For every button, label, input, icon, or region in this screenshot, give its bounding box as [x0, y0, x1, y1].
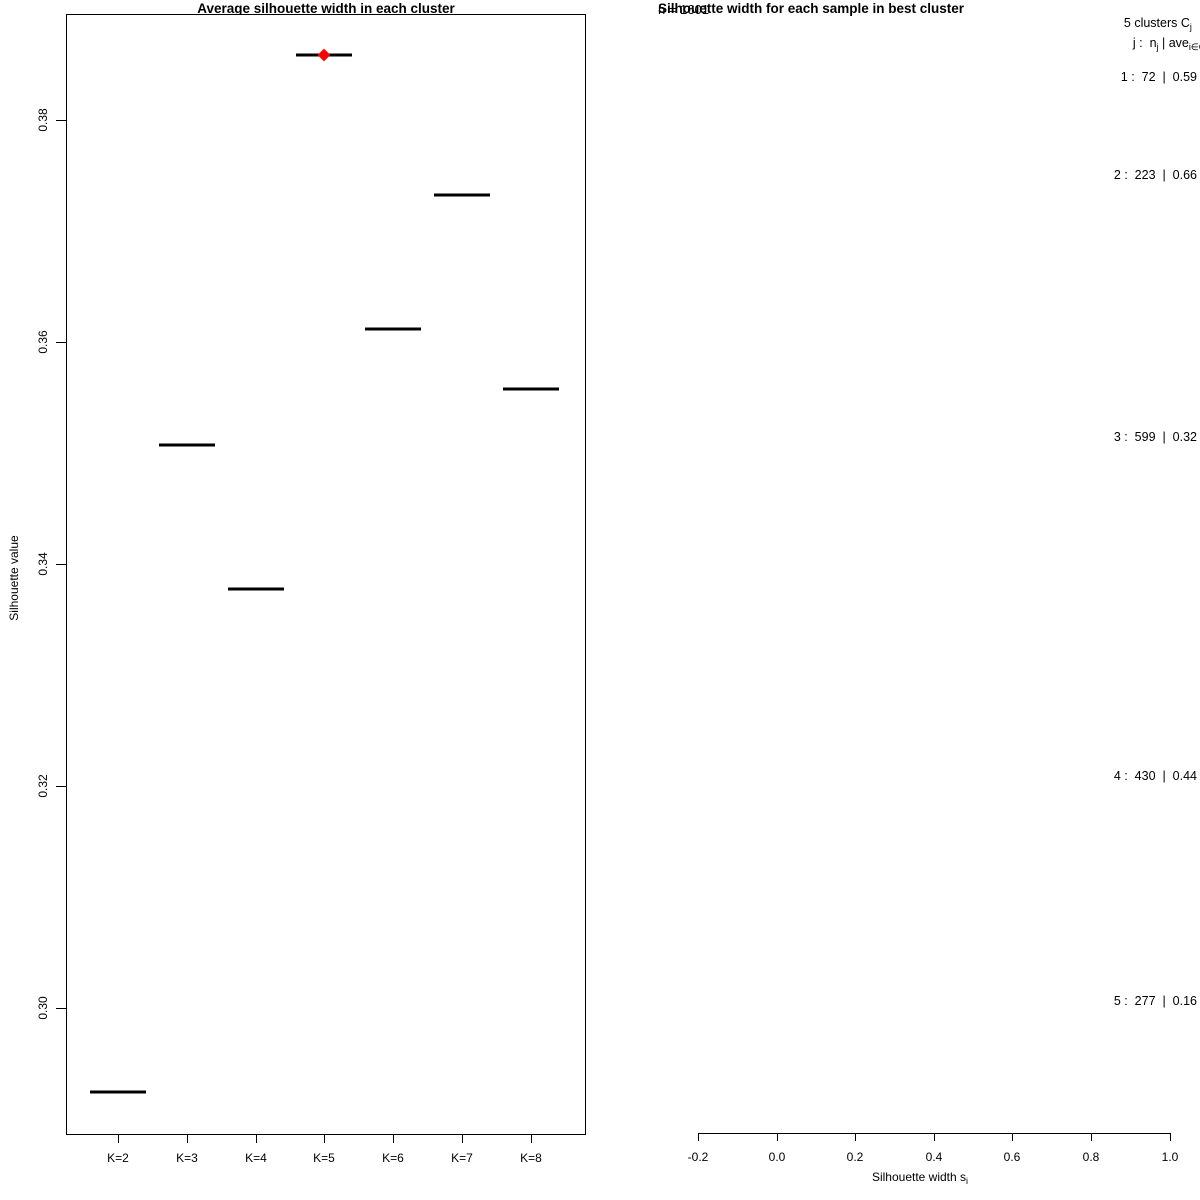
- y-tick-mark: [56, 786, 66, 787]
- legend-clusters-sub: j: [1189, 22, 1192, 32]
- x-tick-label: K=8: [520, 1151, 542, 1165]
- x-tick-mark: [462, 1135, 463, 1143]
- x-tick-label: 0.4: [925, 1150, 943, 1164]
- cluster-row-4: 4 : 430 | 0.44: [1113, 769, 1197, 783]
- x-tick-mark: [324, 1135, 325, 1143]
- cluster-row-3: 3 : 599 | 0.32: [1113, 430, 1197, 444]
- avg-silhouette-segment-k2: [90, 1090, 146, 1094]
- x-tick-mark: [777, 1133, 778, 1141]
- x-tick-label: K=4: [245, 1151, 267, 1165]
- y-tick-label: 0.34: [36, 552, 50, 576]
- y-tick-mark: [56, 564, 66, 565]
- sample-count-label: n = 1601: [658, 2, 709, 17]
- x-tick-label: K=6: [382, 1151, 404, 1165]
- y-tick-label: 0.36: [36, 330, 50, 354]
- cluster-row-2: 2 : 223 | 0.66: [1113, 168, 1197, 182]
- x-tick-label: K=2: [107, 1151, 129, 1165]
- x-tick-mark: [934, 1133, 935, 1141]
- legend-formula-line: j : nj | avei∈Cj si: [1119, 22, 1200, 67]
- avg-silhouette-segment-k7: [434, 193, 490, 197]
- left-plot-box: [66, 14, 586, 1135]
- x-tick-label: -0.2: [687, 1150, 709, 1164]
- x-tick-label: 0.2: [846, 1150, 864, 1164]
- legend-clusters-text: 5 clusters C: [1123, 16, 1190, 30]
- y-tick-label: 0.30: [36, 996, 50, 1020]
- y-tick-label: 0.38: [36, 108, 50, 132]
- x-tick-mark: [1091, 1133, 1092, 1141]
- x-tick-mark: [698, 1133, 699, 1141]
- x-tick-mark: [118, 1135, 119, 1143]
- legend-formula-p1: j : n: [1132, 36, 1157, 50]
- avg-silhouette-segment-k6: [365, 327, 421, 331]
- avg-silhouette-segment-k4: [228, 587, 284, 591]
- y-tick-mark: [56, 1008, 66, 1009]
- left-chart-title: Average silhouette width in each cluster: [197, 1, 455, 16]
- cluster-row-5: 5 : 277 | 0.16: [1113, 994, 1197, 1008]
- right-x-axis-label-sub: i: [966, 1176, 969, 1186]
- x-tick-mark: [855, 1133, 856, 1141]
- right-chart-title: Silhouette width for each sample in best…: [658, 1, 965, 16]
- x-tick-mark: [187, 1135, 188, 1143]
- x-tick-label: 0.8: [1082, 1150, 1100, 1164]
- x-tick-mark: [256, 1135, 257, 1143]
- x-tick-label: K=7: [451, 1151, 473, 1165]
- left-y-axis-label: Silhouette value: [7, 535, 21, 621]
- avg-silhouette-segment-k8: [503, 387, 559, 391]
- x-tick-label: 0.6: [1003, 1150, 1021, 1164]
- y-tick-mark: [56, 342, 66, 343]
- x-tick-label: 0.0: [768, 1150, 786, 1164]
- y-tick-mark: [56, 120, 66, 121]
- x-tick-mark: [531, 1135, 532, 1143]
- x-tick-mark: [1170, 1133, 1171, 1141]
- y-tick-label: 0.32: [36, 774, 50, 798]
- x-tick-label: 1.0: [1161, 1150, 1179, 1164]
- legend-formula-p2: | ave: [1158, 36, 1189, 50]
- x-tick-label: K=3: [176, 1151, 198, 1165]
- cluster-row-1: 1 : 72 | 0.59: [1120, 70, 1197, 84]
- x-tick-mark: [393, 1135, 394, 1143]
- avg-silhouette-segment-k3: [159, 443, 215, 447]
- right-x-axis-label-text: Silhouette width s: [871, 1170, 967, 1184]
- legend-formula-s2: i∈C: [1188, 42, 1200, 52]
- legend-clusters-line: 5 clusters Cj: [1110, 2, 1192, 46]
- right-x-axis-label: Silhouette width si: [872, 1170, 968, 1186]
- x-tick-label: K=5: [313, 1151, 335, 1165]
- x-tick-mark: [1012, 1133, 1013, 1141]
- legend-formula-s1: j: [1156, 42, 1159, 52]
